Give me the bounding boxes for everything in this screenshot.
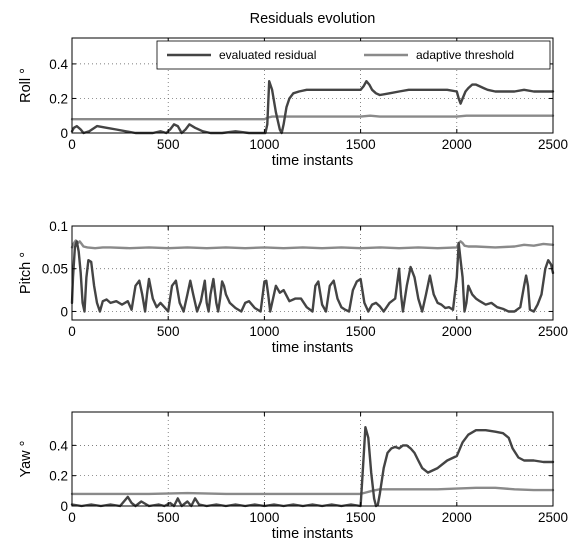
x-axis-label: time instants (272, 153, 353, 169)
x-tick-label: 1000 (249, 324, 279, 339)
x-tick-label: 0 (68, 137, 76, 152)
axes-frame (71, 225, 554, 321)
y-tick-label: 0 (60, 126, 68, 141)
axes-frame (71, 411, 554, 507)
y-axis-label: Yaw ° (18, 441, 34, 478)
x-tick-label: 1500 (346, 324, 376, 339)
x-tick-label: 1000 (249, 510, 279, 525)
y-axis-label: Pitch ° (18, 252, 34, 294)
y-axis-label: Roll ° (18, 68, 34, 103)
x-tick-label: 2000 (442, 324, 472, 339)
x-tick-label: 2500 (538, 510, 568, 525)
x-axis-label: time instants (272, 340, 353, 356)
x-tick-label: 500 (157, 324, 180, 339)
x-tick-label: 1500 (346, 137, 376, 152)
x-tick-label: 0 (68, 324, 76, 339)
x-tick-label: 0 (68, 510, 76, 525)
series-line-adaptive-threshold (70, 239, 555, 250)
series-line-evaluated-residual (70, 79, 555, 135)
y-tick-label: 0.4 (49, 438, 68, 453)
y-tick-label: 0.05 (42, 262, 68, 277)
x-tick-label: 500 (157, 137, 180, 152)
y-tick-label: 0 (60, 499, 68, 514)
plot-area (72, 412, 553, 506)
axes-frame (71, 37, 554, 134)
series-line-evaluated-residual (70, 240, 555, 313)
y-tick-label: 0.2 (49, 469, 68, 484)
y-tick-label: 0.2 (49, 91, 68, 106)
yaw-panel: 0 500 1000 1500 2000 2500 0 0.2 0.4 time instants… (18, 411, 568, 542)
x-axis-label: time instants (272, 526, 353, 542)
y-tick-label: 0.4 (49, 57, 68, 72)
series-line-evaluated-residual (70, 426, 555, 508)
x-tick-label: 1000 (249, 137, 279, 152)
series-line-adaptive-threshold (70, 114, 555, 121)
legend: evaluated residual adaptive threshold (156, 40, 551, 70)
x-tick-label: 1500 (346, 510, 376, 525)
y-tick-label: 0 (60, 304, 68, 319)
x-tick-label: 2500 (538, 137, 568, 152)
chart-title: Residuals evolution (250, 11, 376, 27)
x-tick-label: 500 (157, 510, 180, 525)
legend-entry-label: evaluated residual (219, 48, 316, 62)
pitch-panel: 0 500 1000 1500 2000 2500 0 0.05 0.1 time instant… (18, 219, 568, 356)
x-tick-label: 2000 (442, 137, 472, 152)
legend-box (156, 40, 551, 70)
legend-entry-label: adaptive threshold (416, 48, 514, 62)
x-tick-label: 2500 (538, 324, 568, 339)
x-tick-label: 2000 (442, 510, 472, 525)
y-tick-label: 0.1 (49, 219, 68, 234)
roll-panel: 0 500 1000 1500 2000 2500 0 0.2 0.4 time instants… (18, 11, 568, 169)
